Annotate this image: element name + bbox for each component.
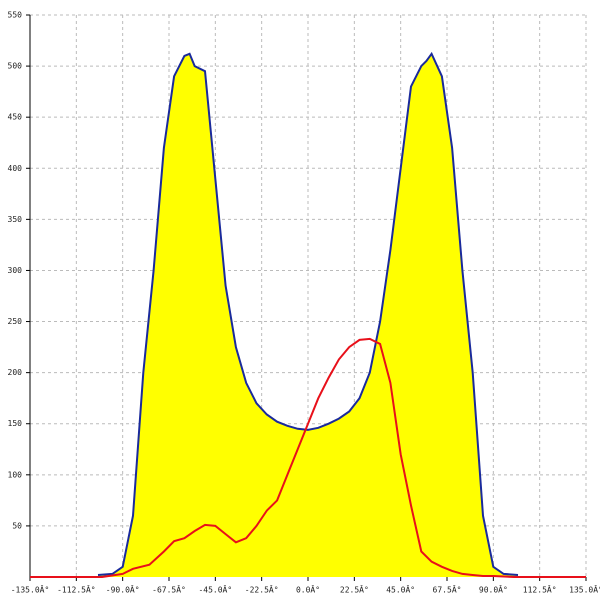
area-outline: [97, 51, 519, 576]
y-tick-label: 500: [8, 62, 23, 71]
x-tick-label: 135.0Â°: [569, 584, 600, 595]
x-tick-label: 22.5Â°: [340, 584, 369, 595]
x-tick-label: -22.5Â°: [245, 584, 279, 595]
y-tick-label: 250: [8, 317, 23, 326]
x-tick-label: 0.0Â°: [296, 584, 320, 595]
x-tick-label: 45.0Â°: [386, 584, 415, 595]
y-tick-label: 50: [12, 521, 22, 530]
y-tick-label: 300: [8, 266, 23, 275]
y-tick-label: 200: [8, 368, 23, 377]
x-tick-label: -112.5Â°: [57, 584, 96, 595]
x-tick-label: -90.0Â°: [106, 584, 140, 595]
x-tick-label: -135.0Â°: [11, 584, 50, 595]
y-tick-label: 400: [8, 164, 23, 173]
area-fill: [97, 53, 519, 578]
x-tick-label: 90.0Â°: [479, 584, 508, 595]
y-tick-label: 150: [8, 419, 23, 428]
y-tick-label: 450: [8, 113, 23, 122]
y-tick-label: 550: [8, 11, 23, 20]
x-tick-label: 112.5Â°: [523, 584, 557, 595]
x-tick-label: 67.5Â°: [433, 584, 462, 595]
line: [30, 337, 586, 578]
x-tick-label: -67.5Â°: [152, 584, 186, 595]
x-tick-label: -45.0Â°: [198, 584, 232, 595]
y-tick-label: 350: [8, 215, 23, 224]
y-tick-label: 100: [8, 470, 23, 479]
